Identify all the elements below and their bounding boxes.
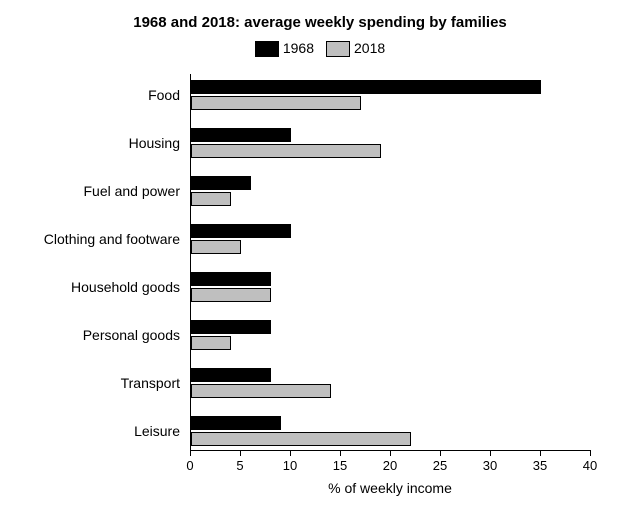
category-label: Food [0, 88, 180, 102]
bar [191, 272, 271, 286]
x-tick-label: 15 [333, 458, 347, 473]
bar [191, 176, 251, 190]
legend-item: 2018 [326, 40, 385, 57]
x-tick-label: 5 [236, 458, 243, 473]
x-tick [440, 450, 441, 456]
x-tick [590, 450, 591, 456]
bar [191, 384, 331, 398]
chart-title: 1968 and 2018: average weekly spending b… [0, 14, 640, 31]
x-tick [540, 450, 541, 456]
x-tick [390, 450, 391, 456]
bar [191, 320, 271, 334]
bar [191, 80, 541, 94]
category-label: Clothing and footware [0, 232, 180, 246]
x-tick-label: 35 [533, 458, 547, 473]
category-label: Household goods [0, 280, 180, 294]
legend-swatch [255, 41, 279, 57]
legend-swatch [326, 41, 350, 57]
category-label: Personal goods [0, 328, 180, 342]
legend: 1968 2018 [0, 40, 640, 58]
bar [191, 144, 381, 158]
x-axis-label: % of weekly income [70, 480, 640, 496]
x-tick-label: 20 [383, 458, 397, 473]
bar [191, 224, 291, 238]
bar [191, 336, 231, 350]
legend-item: 1968 [255, 40, 314, 57]
x-tick-label: 40 [583, 458, 597, 473]
spending-chart: 1968 and 2018: average weekly spending b… [0, 0, 640, 517]
x-tick [340, 450, 341, 456]
plot-area [190, 74, 591, 451]
bar [191, 288, 271, 302]
legend-label: 2018 [354, 40, 385, 56]
legend-label: 1968 [283, 40, 314, 56]
category-label: Transport [0, 376, 180, 390]
x-tick [490, 450, 491, 456]
x-tick [190, 450, 191, 456]
x-tick [290, 450, 291, 456]
x-tick-label: 10 [283, 458, 297, 473]
x-tick-label: 0 [186, 458, 193, 473]
category-label: Fuel and power [0, 184, 180, 198]
x-tick [240, 450, 241, 456]
category-label: Leisure [0, 424, 180, 438]
bar [191, 192, 231, 206]
category-label: Housing [0, 136, 180, 150]
bar [191, 432, 411, 446]
bar [191, 96, 361, 110]
x-tick-label: 30 [483, 458, 497, 473]
bar [191, 240, 241, 254]
bar [191, 128, 291, 142]
bar [191, 416, 281, 430]
bar [191, 368, 271, 382]
x-tick-label: 25 [433, 458, 447, 473]
